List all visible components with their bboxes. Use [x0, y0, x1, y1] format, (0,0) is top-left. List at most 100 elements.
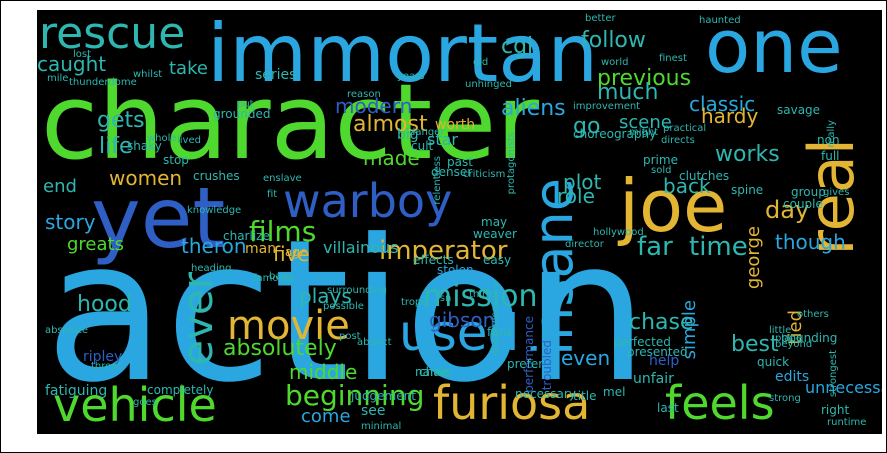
cloud-word: disservice: [490, 306, 501, 357]
cloud-word: women: [109, 166, 183, 190]
cloud-word: fans: [487, 325, 513, 339]
cloud-word: joe: [619, 164, 728, 248]
cloud-word: take: [169, 58, 208, 79]
cloud-word: might: [629, 127, 659, 138]
cloud-word: old: [473, 57, 489, 68]
cloud-word: spine: [731, 183, 764, 197]
cloud-word: go: [573, 114, 601, 139]
cloud-word: ripley: [83, 349, 123, 365]
cloud-word: cult: [411, 139, 434, 153]
cloud-word: goes: [133, 397, 157, 408]
cloud-word: one: [705, 10, 843, 90]
cloud-word: place: [775, 333, 802, 344]
cloud-word: protagonists: [506, 132, 517, 195]
cloud-word: shaky: [127, 139, 162, 153]
cloud-word: come: [301, 406, 351, 427]
cloud-word: villainous: [323, 238, 399, 257]
cloud-word: imperator: [379, 236, 508, 266]
cloud-word: scene: [619, 112, 672, 133]
cloud-word: even: [561, 346, 611, 370]
cloud-word: absolute: [45, 325, 88, 336]
cloud-word: think: [469, 289, 495, 300]
cloud-word: yet: [91, 169, 226, 267]
cloud-word: big: [397, 127, 419, 143]
cloud-word: absolutely: [223, 336, 337, 361]
cloud-word: abduct: [357, 337, 392, 348]
cloud-word: others: [797, 309, 829, 320]
cloud-word: beginning: [285, 379, 425, 412]
cloud-word: plays: [299, 284, 352, 308]
cloud-word: grounded: [213, 107, 271, 121]
cloud-word: beyond: [775, 339, 813, 350]
cloud-word: may: [481, 215, 508, 229]
cloud-word: possible: [323, 301, 364, 312]
cloud-word: gibson: [429, 308, 496, 332]
cloud-word: knowledge: [187, 205, 242, 216]
cloud-word: lived: [177, 135, 201, 146]
cloud-word: caught: [37, 52, 107, 76]
cloud-word: enslave: [263, 173, 302, 184]
cloud-word: performance: [522, 316, 536, 393]
cloud-word: edits: [775, 369, 810, 385]
cloud-word: completely: [147, 383, 214, 397]
cloud-word: famous: [253, 273, 291, 284]
cloud-word: lost: [73, 49, 92, 60]
cloud-word: unnecessary: [805, 378, 882, 397]
cloud-word: fit: [267, 189, 278, 200]
cloud-word: life: [99, 134, 133, 159]
cloud-word: warboy: [283, 174, 453, 228]
cloud-word: far: [637, 232, 673, 262]
cloud-word: follow: [581, 28, 646, 53]
cloud-word: action: [45, 198, 649, 426]
cloud-word: fatiguing: [45, 383, 108, 399]
cloud-word: unhinged: [465, 79, 512, 90]
cloud-word: previous: [597, 66, 692, 91]
cloud-word: rescue: [39, 10, 186, 59]
cloud-word: whilst: [133, 69, 163, 80]
cloud-word: bang: [269, 271, 295, 282]
cloud-word: past: [447, 155, 473, 169]
cloud-word: necessary: [515, 387, 576, 401]
cloud-word: ever: [173, 272, 222, 366]
cloud-word: title: [573, 389, 597, 403]
cloud-word: better: [585, 13, 616, 24]
cloud-word: haunted: [699, 15, 741, 26]
cloud-word: trope: [401, 297, 428, 308]
cloud-word: quick: [757, 355, 790, 369]
cloud-word: gets: [97, 108, 145, 133]
cloud-word: furiosa: [433, 376, 591, 430]
cloud-word: crushes: [193, 169, 240, 183]
cloud-word: finest: [659, 53, 687, 64]
cloud-word: chase: [629, 310, 694, 335]
cloud-word: easy: [483, 253, 512, 267]
cloud-word: criticism: [463, 169, 506, 180]
cloud-word: best: [731, 332, 779, 357]
cloud-word: mel: [603, 385, 626, 399]
cloud-word: prime: [643, 153, 678, 167]
cloud-word: much: [597, 80, 659, 105]
cloud-word: greats: [67, 234, 124, 255]
cloud-word: weaver: [473, 227, 517, 241]
cloud-word: cgi: [501, 34, 534, 59]
cloud-word: middle: [289, 360, 358, 384]
cloud-word: surrounding: [327, 285, 387, 296]
cloud-word: worth: [435, 117, 476, 133]
cloud-word: theron: [181, 234, 247, 258]
cloud-word: perfected: [613, 335, 671, 349]
cloud-word: name: [415, 365, 450, 379]
cloud-word: charlize: [223, 229, 270, 243]
cloud-word: presented: [627, 345, 688, 359]
cloud-word: stop: [163, 153, 189, 167]
cloud-word: improvement: [573, 101, 641, 112]
cloud-word: five: [273, 242, 310, 266]
cloud-word: put: [237, 99, 254, 110]
cloud-word: non: [817, 133, 840, 147]
cloud-word: hollywood: [593, 227, 644, 238]
cloud-word: heading: [191, 263, 232, 274]
cloud-word: george: [743, 226, 764, 290]
cloud-word: help: [649, 353, 680, 369]
cloud-word: aliens: [501, 96, 566, 121]
cloud-word: role: [557, 184, 595, 208]
cloud-word: denser: [431, 165, 473, 179]
